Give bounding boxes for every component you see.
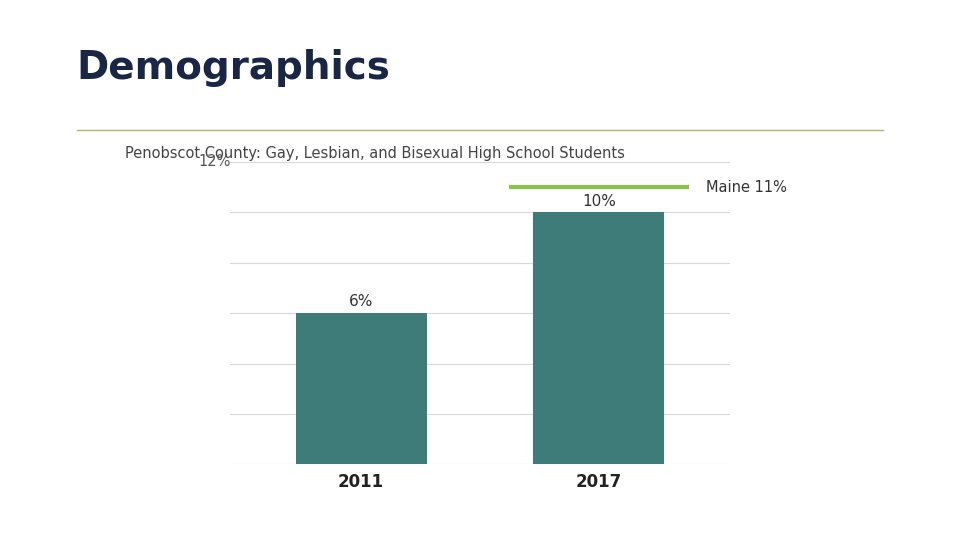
Bar [296, 313, 426, 464]
Text: 12%: 12% [198, 154, 230, 170]
Text: 18: 18 [922, 523, 936, 534]
Text: 10%: 10% [582, 194, 615, 208]
Text: 6%: 6% [348, 294, 373, 309]
Text: Penobscot County: Gay, Lesbian, and Bisexual High School Students: Penobscot County: Gay, Lesbian, and Bise… [125, 146, 625, 161]
Text: Demographics: Demographics [77, 49, 391, 86]
Text: Maine 11%: Maine 11% [706, 180, 786, 195]
Bar [534, 212, 664, 464]
